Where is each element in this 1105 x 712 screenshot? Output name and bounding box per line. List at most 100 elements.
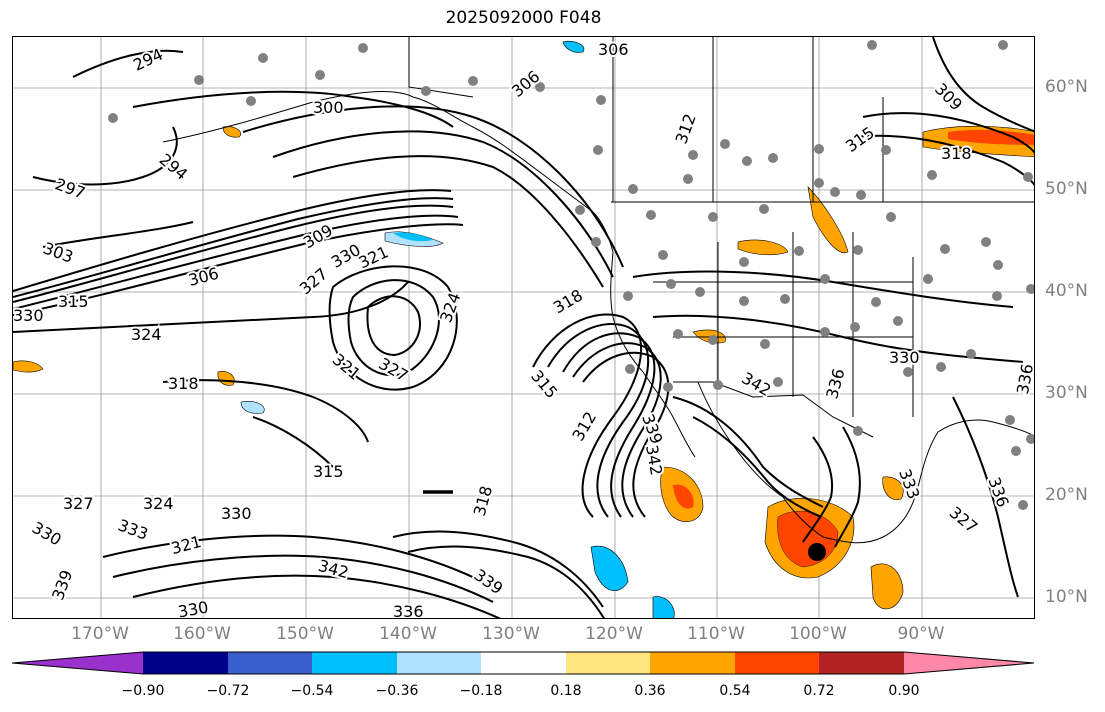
contour-mex-1 bbox=[802, 436, 834, 543]
border-alaska-canada bbox=[408, 37, 474, 98]
station-dot bbox=[903, 367, 913, 377]
station-dot bbox=[663, 382, 673, 392]
contour-label: 315 bbox=[842, 123, 878, 156]
lon-label: 150°W bbox=[276, 624, 334, 644]
shade-blue-alaska bbox=[562, 40, 585, 53]
lat-label: 40°N bbox=[1045, 281, 1088, 301]
plot-title: 2025092000 F048 bbox=[445, 8, 602, 28]
contour-trough-4 bbox=[572, 342, 662, 518]
shade-orange-alaska bbox=[222, 126, 242, 138]
colorbar-label: −0.90 bbox=[121, 683, 165, 699]
contour-mex-2 bbox=[834, 426, 861, 548]
station-dot bbox=[1005, 415, 1015, 425]
contour-label: 333 bbox=[115, 515, 150, 543]
coast-mexico bbox=[782, 486, 919, 544]
station-dot bbox=[760, 339, 770, 349]
colorbar-label: 0.18 bbox=[550, 683, 582, 699]
contour-tropics-4 bbox=[392, 530, 604, 608]
station-dot bbox=[708, 212, 718, 222]
station-dot bbox=[850, 322, 860, 332]
highlight-station-dot bbox=[808, 543, 826, 561]
station-dot bbox=[628, 184, 638, 194]
shaded-fields bbox=[13, 40, 1034, 618]
contour-label: 315 bbox=[527, 366, 561, 402]
colorbar-segment bbox=[143, 652, 228, 674]
contour-jet-5 bbox=[13, 189, 452, 292]
colorbar-extend-min bbox=[12, 652, 143, 674]
shade-blue-south bbox=[652, 596, 675, 618]
station-dot bbox=[830, 187, 840, 197]
station-dot bbox=[739, 296, 749, 306]
station-dot bbox=[820, 274, 830, 284]
station-dot bbox=[108, 113, 118, 123]
contour-ridge-2 bbox=[272, 130, 614, 278]
contour-303 bbox=[42, 221, 194, 248]
contour-label: 327 bbox=[63, 494, 94, 513]
station-dot bbox=[814, 144, 824, 154]
colorbar-segment bbox=[397, 652, 481, 674]
contour-label: 300 bbox=[313, 98, 344, 117]
contour-ne-3 bbox=[932, 37, 1034, 133]
colorbar-segment bbox=[566, 652, 650, 674]
station-dot bbox=[966, 349, 976, 359]
contour-sw-2 bbox=[692, 416, 822, 518]
contour-label: 336 bbox=[984, 474, 1012, 509]
station-dot bbox=[688, 150, 698, 160]
lon-label: 100°W bbox=[789, 624, 847, 644]
contour-label: 318 bbox=[168, 374, 199, 393]
station-dot bbox=[575, 205, 585, 215]
shade-orange-gulf bbox=[870, 563, 904, 610]
colorbar-label: 0.36 bbox=[634, 683, 666, 699]
contour-label: 327 bbox=[296, 264, 332, 298]
station-dot bbox=[814, 178, 824, 188]
station-dot bbox=[683, 174, 693, 184]
station-dot bbox=[625, 364, 635, 374]
station-dot bbox=[258, 53, 268, 63]
station-dot bbox=[713, 380, 723, 390]
colorbar-extend-max bbox=[904, 652, 1034, 674]
station-dot bbox=[820, 327, 830, 337]
contour-label: 306 bbox=[598, 40, 629, 59]
station-dot bbox=[593, 145, 603, 155]
contour-jet-3 bbox=[13, 197, 454, 298]
shade-orange-pacific1 bbox=[217, 371, 235, 386]
coastlines bbox=[162, 37, 1034, 544]
contour-ne-1 bbox=[862, 112, 1034, 155]
lon-label: 140°W bbox=[379, 624, 437, 644]
station-dot bbox=[981, 237, 991, 247]
contour-label: 324 bbox=[143, 494, 174, 513]
station-dot bbox=[695, 287, 705, 297]
station-dot bbox=[421, 86, 431, 96]
contour-jet-4 bbox=[13, 223, 464, 316]
lon-label: 120°W bbox=[585, 624, 643, 644]
contour-label: 294 bbox=[156, 150, 192, 184]
lon-label: 160°W bbox=[173, 624, 231, 644]
lat-label: 10°N bbox=[1045, 587, 1088, 607]
station-dot bbox=[623, 291, 633, 301]
shade-orange-rockies bbox=[807, 186, 849, 254]
lon-label: 110°W bbox=[687, 624, 745, 644]
station-dot bbox=[940, 244, 950, 254]
contour-label: 330 bbox=[29, 518, 65, 550]
lon-label: 170°W bbox=[71, 624, 129, 644]
contour-low-1 bbox=[347, 279, 440, 377]
contour-label: 324 bbox=[436, 290, 464, 325]
contour-label: 342 bbox=[642, 443, 666, 476]
contour-label: 306 bbox=[508, 67, 544, 101]
colorbar-label: −0.54 bbox=[290, 683, 334, 699]
station-dot bbox=[1026, 284, 1034, 294]
theta-contours bbox=[13, 37, 1034, 618]
contour-east bbox=[952, 396, 1019, 598]
contour-315 bbox=[252, 416, 334, 468]
contour-plains bbox=[632, 270, 1014, 308]
contour-327-low bbox=[366, 295, 421, 357]
coast-baja bbox=[672, 381, 784, 498]
station-dot bbox=[794, 246, 804, 256]
contour-label: 309 bbox=[931, 79, 966, 114]
station-dot bbox=[871, 297, 881, 307]
station-dot bbox=[596, 95, 606, 105]
station-dot bbox=[666, 279, 676, 289]
station-dot bbox=[1026, 434, 1034, 444]
contour-jet-2 bbox=[13, 214, 459, 310]
contour-300 bbox=[132, 90, 454, 128]
